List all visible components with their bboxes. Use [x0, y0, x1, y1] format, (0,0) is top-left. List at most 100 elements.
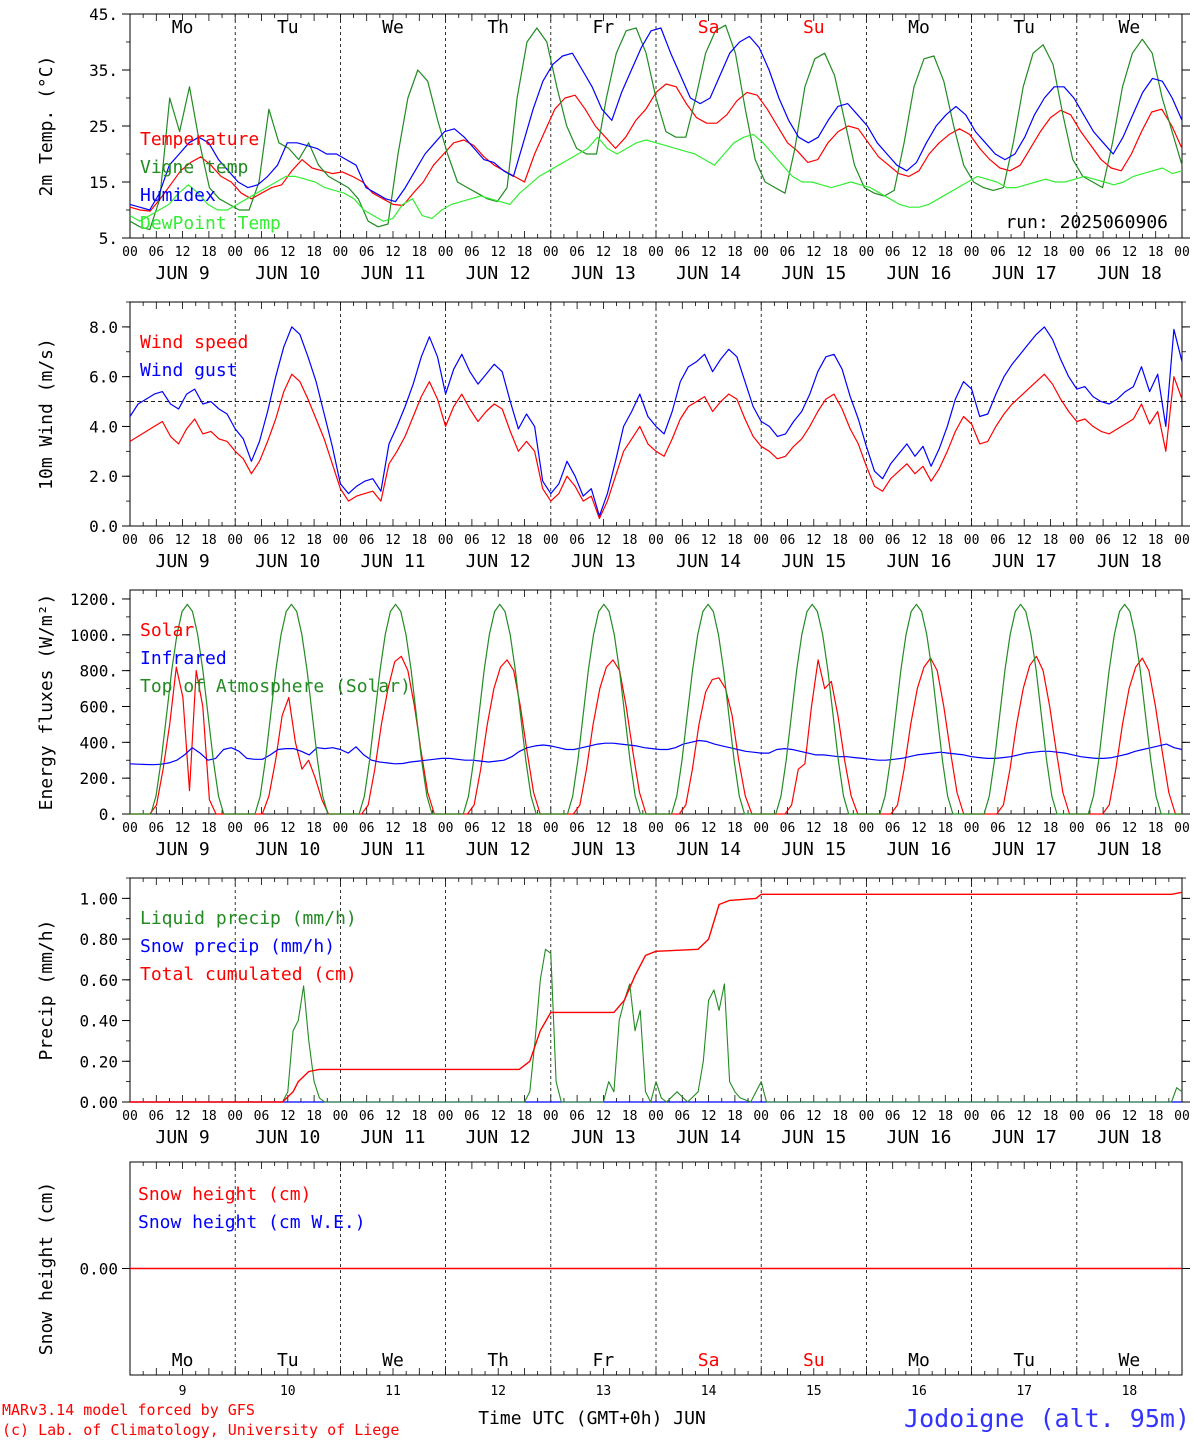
- hour-tick-label: 18: [832, 245, 848, 260]
- y-tick-label: 1000.: [70, 626, 118, 645]
- weekday-label: We: [1119, 17, 1141, 38]
- hour-tick-label: 00: [1174, 1109, 1190, 1124]
- date-label: JUN 18: [1097, 1127, 1162, 1148]
- hour-tick-label: 06: [990, 245, 1006, 260]
- hour-tick-label: 12: [175, 533, 191, 548]
- hour-tick-label: 00: [122, 533, 138, 548]
- date-label: JUN 16: [886, 263, 951, 284]
- date-label: JUN 17: [992, 551, 1057, 572]
- hour-tick-label: 06: [1095, 533, 1111, 548]
- hour-tick-label: 06: [464, 1109, 480, 1124]
- hour-tick-label: 18: [622, 245, 638, 260]
- hour-tick-label: 06: [569, 1109, 585, 1124]
- weekday-label: Su: [803, 1350, 825, 1371]
- hour-tick-label: 00: [648, 821, 664, 836]
- y-tick-label: 0.00: [79, 1093, 118, 1112]
- y-axis-label: 10m Wind (m/s): [36, 338, 57, 490]
- date-label: JUN 16: [886, 1127, 951, 1148]
- hour-tick-label: 06: [780, 821, 796, 836]
- hour-tick-label: 00: [438, 533, 454, 548]
- weekday-label: We: [1119, 1350, 1141, 1371]
- hour-tick-label: 00: [122, 245, 138, 260]
- hour-tick-label: 12: [911, 533, 927, 548]
- hour-tick-label: 18: [937, 1109, 953, 1124]
- legend-entry: Wind gust: [140, 360, 238, 381]
- y-axis-label: Precip (mm/h): [36, 920, 57, 1061]
- hour-tick-label: 18: [727, 821, 743, 836]
- hour-tick-label: 00: [859, 1109, 875, 1124]
- hour-tick-label: 00: [122, 821, 138, 836]
- hour-tick-label: 12: [911, 245, 927, 260]
- hour-tick-label: 12: [280, 533, 296, 548]
- weekday-label: Fr: [593, 17, 615, 38]
- panel-0-frame: [129, 13, 1183, 239]
- hour-tick-label: 00: [859, 245, 875, 260]
- date-label: JUN 11: [360, 263, 425, 284]
- hour-tick-label: 00: [1069, 245, 1085, 260]
- hour-tick-label: 00: [227, 533, 243, 548]
- hour-tick-label: 00: [227, 821, 243, 836]
- hour-tick-label: 06: [674, 1109, 690, 1124]
- hour-tick-label: 18: [411, 1109, 427, 1124]
- hour-tick-label: 06: [885, 821, 901, 836]
- legend-entry: Infrared: [140, 648, 227, 669]
- y-tick-label: 0.40: [79, 1012, 118, 1031]
- y-axis-label: 2m Temp. (°C): [36, 56, 57, 197]
- hour-tick-label: 06: [148, 245, 164, 260]
- hour-tick-label: 12: [385, 533, 401, 548]
- hour-tick-label: 06: [359, 821, 375, 836]
- hour-tick-label: 00: [543, 821, 559, 836]
- hour-tick-label: 00: [964, 1109, 980, 1124]
- hour-tick-label: 00: [753, 533, 769, 548]
- y-tick-label: 0.80: [79, 930, 118, 949]
- day-number-label: 16: [911, 1384, 927, 1399]
- hour-tick-label: 06: [464, 821, 480, 836]
- hour-tick-label: 18: [517, 1109, 533, 1124]
- hour-tick-label: 12: [806, 821, 822, 836]
- legend-entry: DewPoint Temp: [140, 213, 281, 234]
- y-tick-label: 400.: [79, 733, 118, 752]
- cumulated-precip-line: [130, 891, 1183, 1103]
- y-tick-label: 0.60: [79, 971, 118, 990]
- hour-tick-label: 12: [596, 821, 612, 836]
- weekday-label: Fr: [593, 1350, 615, 1371]
- hour-tick-label: 18: [937, 821, 953, 836]
- hour-tick-label: 18: [201, 533, 217, 548]
- date-label: JUN 11: [360, 551, 425, 572]
- hour-tick-label: 12: [385, 245, 401, 260]
- hour-tick-label: 06: [674, 821, 690, 836]
- hour-tick-label: 00: [648, 533, 664, 548]
- hour-tick-label: 18: [201, 245, 217, 260]
- y-axis-label: Snow height (cm): [36, 1182, 57, 1355]
- weekday-label: We: [382, 17, 404, 38]
- hour-tick-label: 18: [727, 533, 743, 548]
- hour-tick-label: 06: [990, 821, 1006, 836]
- hour-tick-label: 12: [385, 821, 401, 836]
- y-axis-label: Energy fluxes (W/m²): [36, 594, 57, 811]
- date-label: JUN 15: [781, 263, 846, 284]
- legend-entry: Temperature: [140, 129, 259, 150]
- hour-tick-label: 18: [306, 533, 322, 548]
- hour-tick-label: 18: [1043, 245, 1059, 260]
- date-label: JUN 12: [466, 551, 531, 572]
- hour-tick-label: 12: [596, 1109, 612, 1124]
- day-number-label: 10: [280, 1384, 296, 1399]
- legend-entry: Top of Atmosphere (Solar): [140, 676, 411, 697]
- location-label: Jodoigne (alt. 95m): [904, 1404, 1190, 1433]
- y-tick-label: 0.: [99, 805, 118, 824]
- hour-tick-label: 12: [911, 821, 927, 836]
- hour-tick-label: 06: [569, 245, 585, 260]
- weekday-label: Mo: [908, 17, 930, 38]
- hour-tick-label: 18: [622, 1109, 638, 1124]
- date-label: JUN 13: [571, 1127, 636, 1148]
- date-label: JUN 18: [1097, 551, 1162, 572]
- hour-tick-label: 12: [1122, 1109, 1138, 1124]
- hour-tick-label: 06: [1095, 1109, 1111, 1124]
- date-label: JUN 17: [992, 263, 1057, 284]
- hour-tick-label: 00: [333, 821, 349, 836]
- date-label: JUN 10: [255, 551, 320, 572]
- hour-tick-label: 06: [569, 821, 585, 836]
- y-tick-label: 200.: [79, 769, 118, 788]
- hour-tick-label: 18: [1148, 821, 1164, 836]
